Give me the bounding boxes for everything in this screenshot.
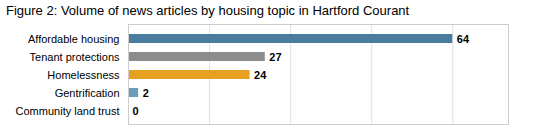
- svg-text:Affordable housing: Affordable housing: [28, 33, 120, 45]
- svg-text:24: 24: [254, 69, 267, 81]
- svg-text:Homelessness: Homelessness: [47, 69, 120, 81]
- svg-text:27: 27: [269, 51, 281, 63]
- svg-text:2: 2: [143, 87, 149, 99]
- svg-text:Gentrification: Gentrification: [55, 87, 120, 99]
- svg-text:0: 0: [133, 105, 139, 117]
- svg-text:Community land trust: Community land trust: [16, 105, 120, 117]
- svg-text:Tenant protections: Tenant protections: [30, 51, 120, 63]
- html-text:Figure 2: Volume of news artic: Figure 2: Volume of news articles by hou…: [6, 3, 410, 18]
- svg-text:64: 64: [457, 33, 470, 45]
